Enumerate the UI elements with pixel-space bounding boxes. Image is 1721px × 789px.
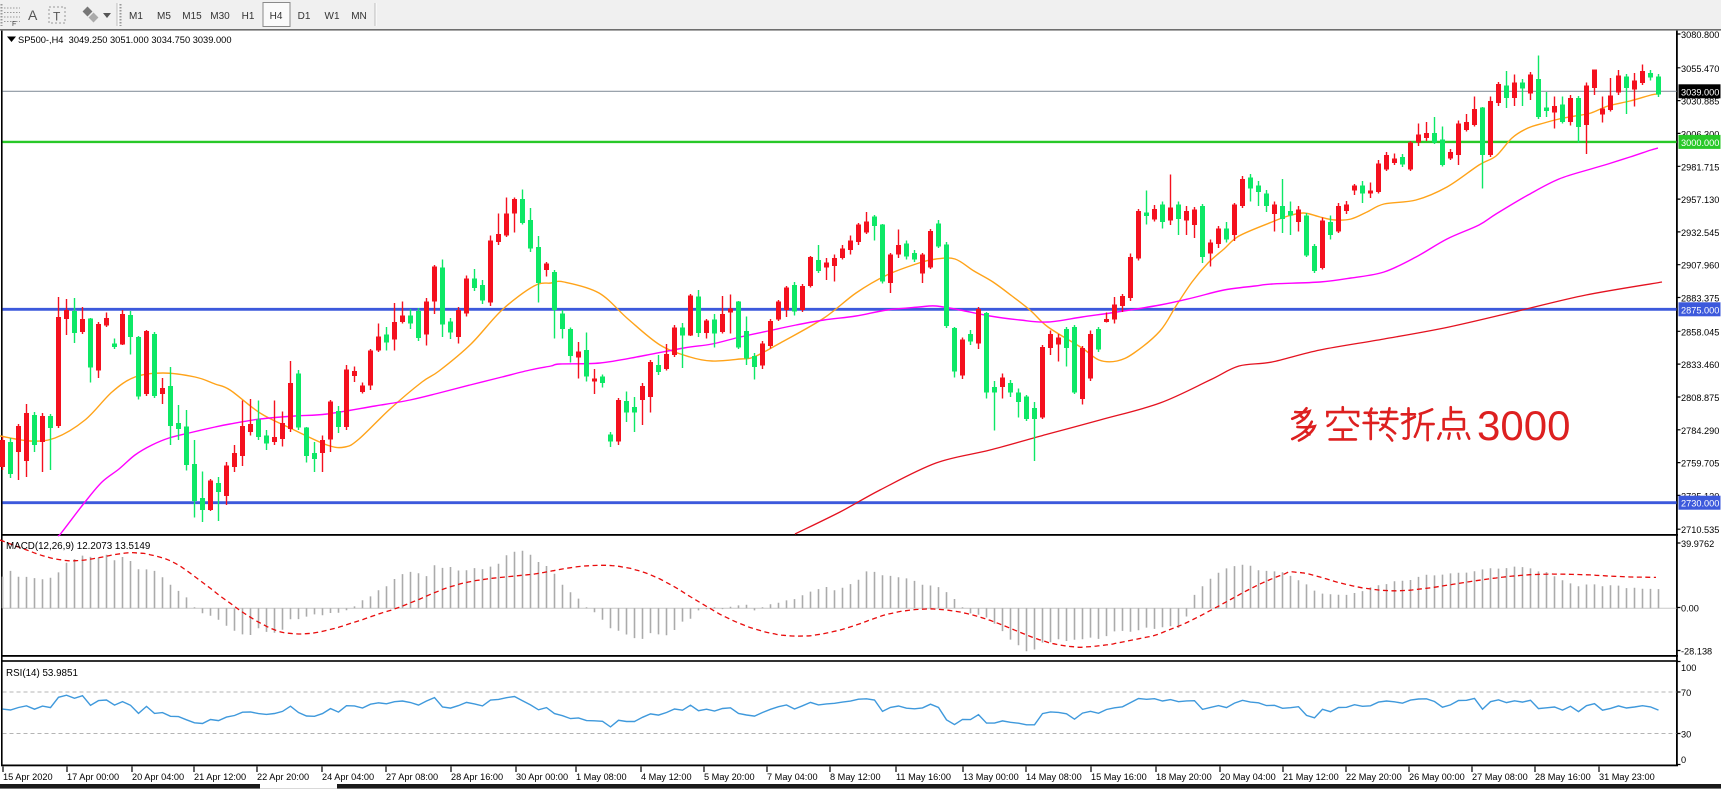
svg-text:3000.000: 3000.000 — [1681, 138, 1719, 148]
svg-text:2710.535: 2710.535 — [1681, 525, 1719, 535]
svg-text:39.9762: 39.9762 — [1681, 539, 1714, 549]
svg-text:MN: MN — [351, 11, 367, 22]
svg-text:H4: H4 — [270, 11, 283, 22]
svg-text:T: T — [53, 10, 61, 24]
svg-text:0: 0 — [1681, 755, 1686, 765]
svg-text:22 May 20:00: 22 May 20:00 — [1346, 772, 1402, 782]
svg-text:2981.715: 2981.715 — [1681, 162, 1719, 172]
svg-text:30 Apr 00:00: 30 Apr 00:00 — [516, 772, 568, 782]
svg-text:14 May 08:00: 14 May 08:00 — [1026, 772, 1082, 782]
svg-text:5 May 20:00: 5 May 20:00 — [704, 772, 755, 782]
svg-text:M15: M15 — [182, 11, 202, 22]
svg-text:H1: H1 — [242, 11, 255, 22]
svg-text:A: A — [28, 7, 38, 23]
svg-text:3039.000: 3039.000 — [1681, 87, 1719, 97]
svg-text:22 Apr 20:00: 22 Apr 20:00 — [257, 772, 309, 782]
svg-text:15 May 16:00: 15 May 16:00 — [1091, 772, 1147, 782]
svg-text:3030.885: 3030.885 — [1681, 97, 1719, 107]
svg-text:2808.875: 2808.875 — [1681, 393, 1719, 403]
svg-text:7 May 04:00: 7 May 04:00 — [767, 772, 818, 782]
svg-text:D1: D1 — [298, 11, 311, 22]
svg-text:3080.800: 3080.800 — [1681, 30, 1719, 40]
svg-text:21 May 12:00: 21 May 12:00 — [1283, 772, 1339, 782]
svg-text:28 Apr 16:00: 28 Apr 16:00 — [451, 772, 503, 782]
svg-text:3006.300: 3006.300 — [1681, 129, 1719, 139]
svg-text:3055.470: 3055.470 — [1681, 64, 1719, 74]
svg-text:100: 100 — [1681, 663, 1696, 673]
svg-text:20 Apr 04:00: 20 Apr 04:00 — [132, 772, 184, 782]
svg-text:17 Apr 00:00: 17 Apr 00:00 — [67, 772, 119, 782]
svg-text:24 Apr 04:00: 24 Apr 04:00 — [322, 772, 374, 782]
svg-text:M30: M30 — [210, 11, 230, 22]
svg-text:27 Apr 08:00: 27 Apr 08:00 — [386, 772, 438, 782]
svg-text:13 May 00:00: 13 May 00:00 — [963, 772, 1019, 782]
svg-text:11 May 16:00: 11 May 16:00 — [896, 772, 951, 782]
svg-text:W1: W1 — [325, 11, 340, 22]
svg-text:F: F — [12, 21, 16, 28]
svg-text:2784.290: 2784.290 — [1681, 426, 1719, 436]
svg-text:15 Apr 2020: 15 Apr 2020 — [3, 772, 53, 782]
svg-text:2730.000: 2730.000 — [1681, 499, 1719, 509]
svg-text:2833.460: 2833.460 — [1681, 360, 1719, 370]
svg-text:21 Apr 12:00: 21 Apr 12:00 — [194, 772, 246, 782]
svg-text:4 May 12:00: 4 May 12:00 — [641, 772, 692, 782]
svg-text:2875.000: 2875.000 — [1681, 305, 1719, 315]
svg-text:26 May 00:00: 26 May 00:00 — [1409, 772, 1465, 782]
svg-text:M1: M1 — [129, 11, 143, 22]
svg-text:2907.960: 2907.960 — [1681, 261, 1719, 271]
svg-text:-28.138: -28.138 — [1681, 647, 1712, 657]
svg-text:20 May 04:00: 20 May 04:00 — [1220, 772, 1276, 782]
svg-text:RSI(14) 53.9851: RSI(14) 53.9851 — [6, 668, 78, 679]
svg-text:70: 70 — [1681, 688, 1691, 698]
svg-text:27 May 08:00: 27 May 08:00 — [1472, 772, 1528, 782]
svg-text:0.00: 0.00 — [1681, 604, 1699, 614]
svg-text:3000: 3000 — [1477, 402, 1570, 449]
svg-text:2883.375: 2883.375 — [1681, 294, 1719, 304]
svg-text:30: 30 — [1681, 730, 1691, 740]
svg-text:2759.705: 2759.705 — [1681, 459, 1719, 469]
svg-text:8 May 12:00: 8 May 12:00 — [830, 772, 881, 782]
svg-text:18 May 20:00: 18 May 20:00 — [1156, 772, 1212, 782]
svg-text:2858.045: 2858.045 — [1681, 327, 1719, 337]
svg-text:2957.130: 2957.130 — [1681, 195, 1719, 205]
svg-text:31 May 23:00: 31 May 23:00 — [1599, 772, 1655, 782]
svg-text:1 May 08:00: 1 May 08:00 — [576, 772, 627, 782]
svg-text:M5: M5 — [157, 11, 171, 22]
svg-text:MACD(12,26,9) 12.2073 13.5149: MACD(12,26,9) 12.2073 13.5149 — [6, 541, 150, 552]
svg-text:SP500-,H4 3049.250 3051.000 3: SP500-,H4 3049.250 3051.000 3034.750 303… — [18, 35, 232, 45]
svg-text:28 May 16:00: 28 May 16:00 — [1535, 772, 1591, 782]
svg-text:2932.545: 2932.545 — [1681, 228, 1719, 238]
